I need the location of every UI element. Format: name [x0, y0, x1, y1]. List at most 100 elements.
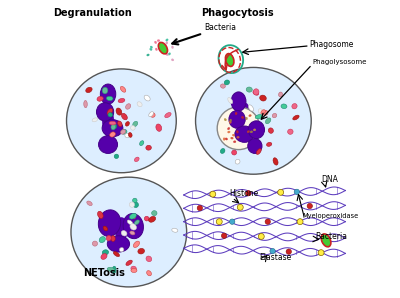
Ellipse shape [149, 216, 156, 222]
Ellipse shape [107, 267, 114, 271]
Ellipse shape [250, 131, 253, 133]
Circle shape [237, 204, 243, 210]
Ellipse shape [116, 108, 122, 115]
Ellipse shape [133, 202, 138, 207]
Ellipse shape [152, 211, 157, 216]
Circle shape [323, 235, 329, 240]
Ellipse shape [154, 41, 157, 44]
Ellipse shape [224, 118, 226, 121]
Ellipse shape [130, 125, 135, 130]
Ellipse shape [253, 91, 258, 95]
Ellipse shape [232, 134, 235, 136]
Text: DNA: DNA [322, 175, 338, 184]
Ellipse shape [144, 95, 150, 101]
Circle shape [217, 107, 260, 150]
Ellipse shape [129, 202, 134, 207]
Ellipse shape [273, 158, 278, 165]
Ellipse shape [140, 141, 144, 145]
Ellipse shape [106, 96, 113, 101]
Ellipse shape [248, 139, 262, 153]
Circle shape [197, 205, 202, 211]
Ellipse shape [96, 103, 114, 121]
Ellipse shape [220, 148, 225, 153]
Ellipse shape [168, 53, 170, 55]
Text: NETosis: NETosis [83, 268, 125, 278]
Ellipse shape [260, 95, 266, 101]
Ellipse shape [115, 217, 128, 241]
Ellipse shape [66, 69, 176, 173]
Ellipse shape [248, 105, 254, 111]
Circle shape [318, 250, 324, 256]
Ellipse shape [149, 112, 154, 117]
Ellipse shape [235, 112, 237, 115]
Ellipse shape [103, 226, 108, 231]
Ellipse shape [196, 67, 311, 174]
Ellipse shape [224, 80, 230, 85]
Ellipse shape [133, 121, 138, 127]
Ellipse shape [146, 145, 151, 150]
Ellipse shape [253, 89, 259, 95]
Text: Phagosome: Phagosome [310, 40, 354, 49]
Ellipse shape [99, 237, 105, 243]
Ellipse shape [130, 224, 136, 230]
Ellipse shape [87, 201, 92, 206]
Ellipse shape [229, 121, 231, 123]
Ellipse shape [225, 138, 228, 140]
Ellipse shape [102, 250, 108, 255]
Ellipse shape [246, 87, 252, 92]
Ellipse shape [128, 133, 132, 137]
Ellipse shape [112, 266, 116, 274]
Ellipse shape [261, 110, 265, 114]
Ellipse shape [108, 113, 112, 117]
Ellipse shape [122, 113, 127, 120]
Ellipse shape [165, 113, 171, 118]
Ellipse shape [235, 126, 254, 142]
Ellipse shape [137, 102, 142, 107]
Ellipse shape [220, 84, 225, 88]
Ellipse shape [138, 249, 144, 254]
Ellipse shape [160, 45, 162, 48]
Ellipse shape [255, 114, 263, 119]
Ellipse shape [102, 119, 123, 137]
Ellipse shape [150, 113, 155, 117]
Ellipse shape [228, 127, 230, 130]
Ellipse shape [158, 42, 168, 54]
Ellipse shape [107, 236, 130, 252]
Ellipse shape [114, 154, 119, 159]
Ellipse shape [268, 128, 273, 133]
Ellipse shape [125, 133, 130, 138]
Ellipse shape [223, 138, 225, 140]
Ellipse shape [241, 116, 244, 119]
Circle shape [230, 219, 235, 224]
Ellipse shape [92, 241, 98, 246]
Circle shape [216, 219, 222, 225]
Ellipse shape [253, 129, 256, 131]
Ellipse shape [225, 54, 234, 66]
Ellipse shape [147, 54, 149, 56]
Ellipse shape [119, 248, 124, 252]
Ellipse shape [235, 159, 240, 164]
Ellipse shape [246, 117, 248, 120]
Ellipse shape [166, 39, 168, 41]
Ellipse shape [118, 121, 122, 127]
Ellipse shape [293, 115, 299, 120]
Ellipse shape [113, 252, 120, 257]
Ellipse shape [150, 48, 152, 51]
Ellipse shape [102, 106, 114, 136]
Ellipse shape [134, 220, 139, 225]
Ellipse shape [278, 92, 282, 97]
Ellipse shape [236, 131, 238, 133]
Ellipse shape [98, 211, 103, 218]
Text: Phagolysosome: Phagolysosome [312, 60, 366, 66]
Ellipse shape [157, 40, 160, 42]
Ellipse shape [231, 137, 233, 139]
Ellipse shape [86, 87, 92, 93]
Ellipse shape [266, 118, 271, 124]
Ellipse shape [242, 103, 250, 130]
Ellipse shape [171, 59, 174, 61]
Ellipse shape [228, 97, 233, 104]
Ellipse shape [134, 157, 139, 162]
Ellipse shape [229, 111, 245, 128]
Circle shape [307, 203, 312, 209]
Ellipse shape [131, 268, 137, 272]
